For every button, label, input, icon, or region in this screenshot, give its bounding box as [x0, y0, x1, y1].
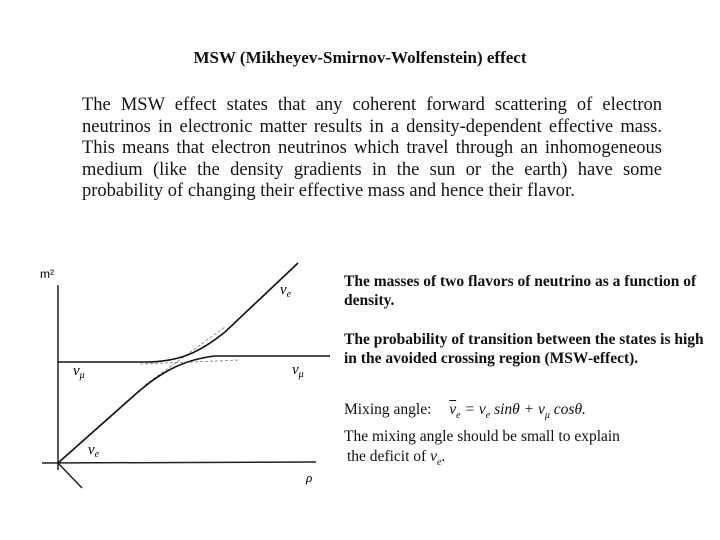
- label-nu-mu-right: νμ: [292, 362, 304, 380]
- label-nu-e-upper: νe: [280, 282, 292, 300]
- explain-line-1: The mixing angle should be small to expl…: [344, 428, 620, 445]
- caption-masses: The masses of two flavors of neutrino as…: [344, 273, 697, 309]
- caption-probability: The probability of transition between th…: [344, 331, 704, 367]
- lower-mass-curve: [57, 355, 330, 464]
- mixing-explanation: The mixing angle should be small to expl…: [344, 427, 714, 472]
- x-axis-label: ρ: [305, 470, 312, 485]
- mixing-equation: νe = νe sinθ + νμ cosθ.: [449, 401, 586, 422]
- x-axis: [41, 461, 317, 464]
- mixing-angle-line: Mixing angle: νe = νe sinθ + νμ cosθ.: [344, 401, 714, 421]
- label-nu-mu-left: νμ: [73, 363, 85, 381]
- intro-paragraph: The MSW effect states that any coherent …: [82, 95, 662, 201]
- mixing-angle-label: Mixing angle:: [344, 401, 432, 418]
- explain-line-2: the deficit of νe.: [347, 447, 446, 468]
- axis-tail: [57, 462, 83, 489]
- eq-lhs-nu: ν: [449, 401, 457, 418]
- upper-mass-curve: [58, 262, 299, 363]
- crossing-line-nu-e: [144, 326, 226, 386]
- label-nu-e-lower: νe: [88, 442, 100, 460]
- msw-mass-diagram: m² ρ νe νμ νμ νe: [40, 262, 330, 489]
- y-axis-label: m²: [40, 267, 54, 281]
- slide-title: MSW (Mikheyev-Smirnov-Wolfenstein) effec…: [193, 48, 527, 67]
